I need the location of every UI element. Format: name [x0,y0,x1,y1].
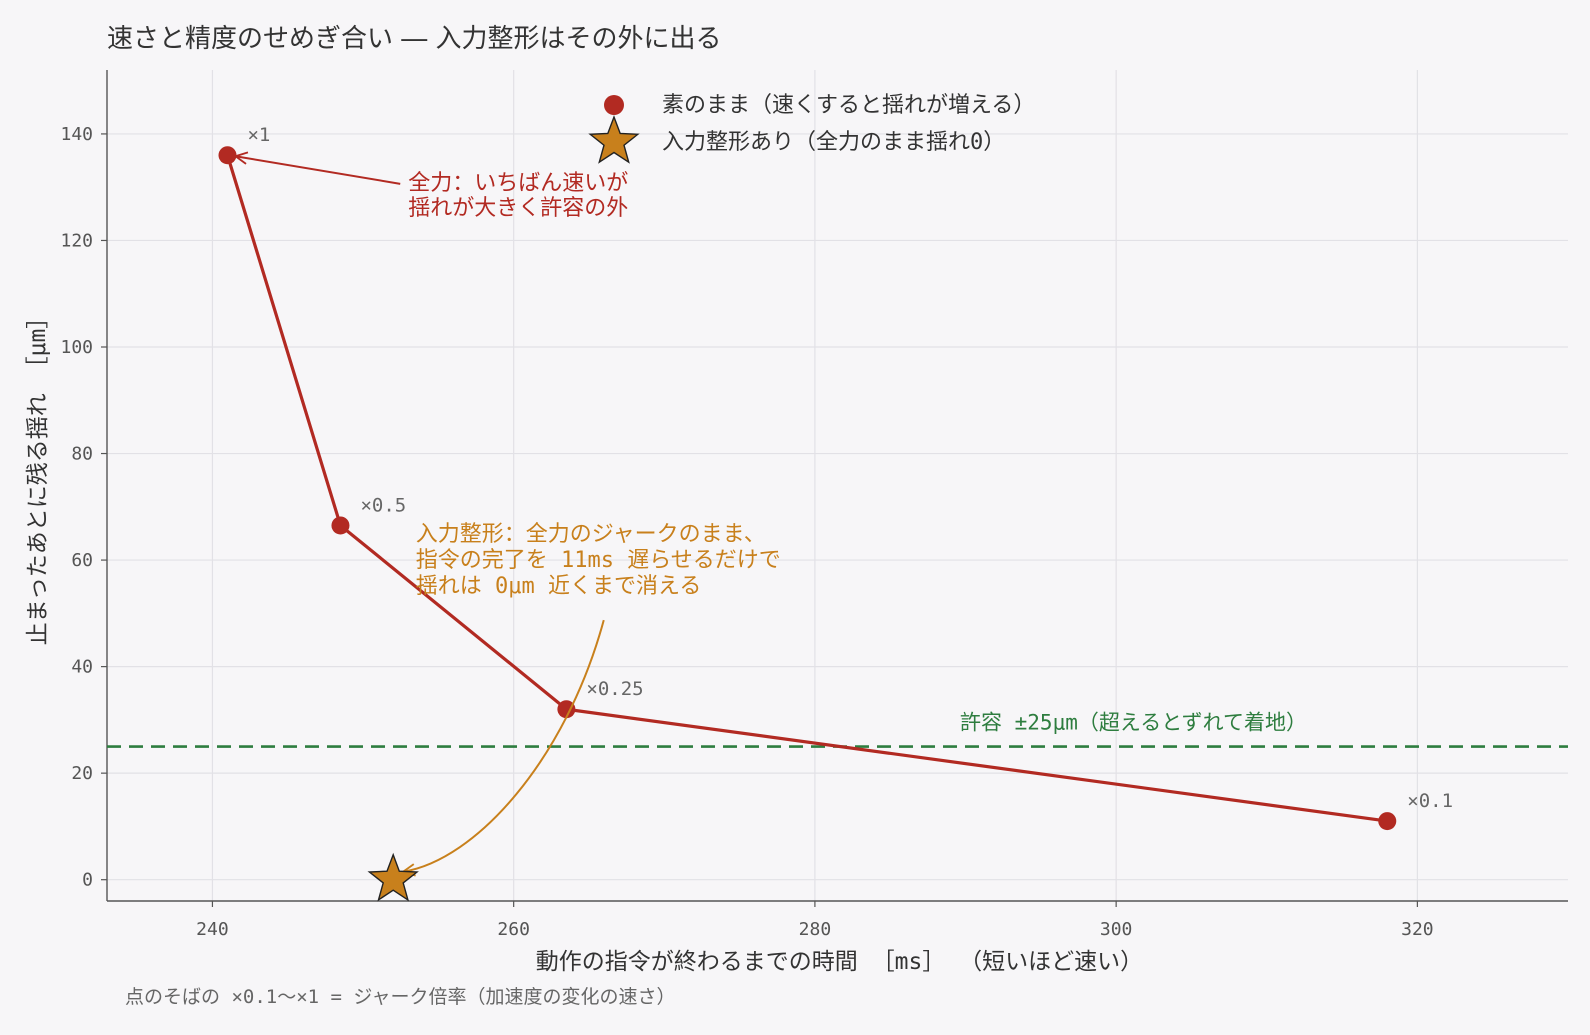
x-axis-label: 動作の指令が終わるまでの時間 ［ms］ （短いほど速い） [536,949,1143,975]
point-label: ×0.1 [1407,790,1453,812]
raw-series-line [225,154,1388,823]
legend-shaped-label: 入力整形あり（全力のまま揺れ0） [662,130,1005,155]
annotation-shaping-arrow [403,619,605,872]
legend-shaped-marker [588,115,640,164]
legend-raw-marker [604,95,624,115]
y-tick-label: 0 [82,870,93,891]
y-tick-label: 20 [71,763,93,784]
annotation-full-power-text: 揺れが大きく許容の外 [408,196,628,221]
point-label: ×0.5 [360,494,406,516]
annotation-full-power-text: 全力：いちばん速いが [408,171,628,196]
y-tick-label: 120 [60,230,93,251]
y-tick-label: 40 [71,657,93,678]
y-tick-label: 140 [60,124,93,145]
y-tick-label: 80 [71,444,93,465]
footnote: 点のそばの ×0.1〜×1 = ジャーク倍率（加速度の変化の速さ） [125,986,676,1008]
annotation-full-power-arrow [235,156,401,185]
x-tick-label: 240 [196,919,229,940]
raw-point [331,516,350,535]
y-tick-label: 60 [71,550,93,571]
point-label: ×0.25 [586,678,643,700]
legend-raw-label: 素のまま（速くすると揺れが増える） [662,93,1035,118]
raw-point [218,146,237,165]
point-label: ×1 [247,124,270,146]
raw-point [1378,812,1397,831]
shaped-star-point [367,852,419,902]
x-tick-label: 280 [799,919,832,940]
y-axis-label: 止まったあとに残る揺れ ［μm］ [25,306,51,646]
x-tick-label: 300 [1100,919,1133,940]
annotation-shaping-text: 入力整形：全力のジャークのまま、 [416,522,766,547]
annotation-shaping-text: 指令の完了を 11ms 遅らせるだけで [416,548,781,573]
x-tick-label: 260 [497,919,530,940]
y-tick-label: 100 [60,337,93,358]
chart-title: 速さと精度のせめぎ合い ― 入力整形はその外に出る [107,24,722,54]
raw-point [557,700,576,719]
x-tick-label: 320 [1401,919,1434,940]
annotation-shaping-text: 揺れは 0μm 近くまで消える [416,574,702,599]
tolerance-label: 許容 ±25μm（超えるとずれて着地） [960,711,1307,735]
